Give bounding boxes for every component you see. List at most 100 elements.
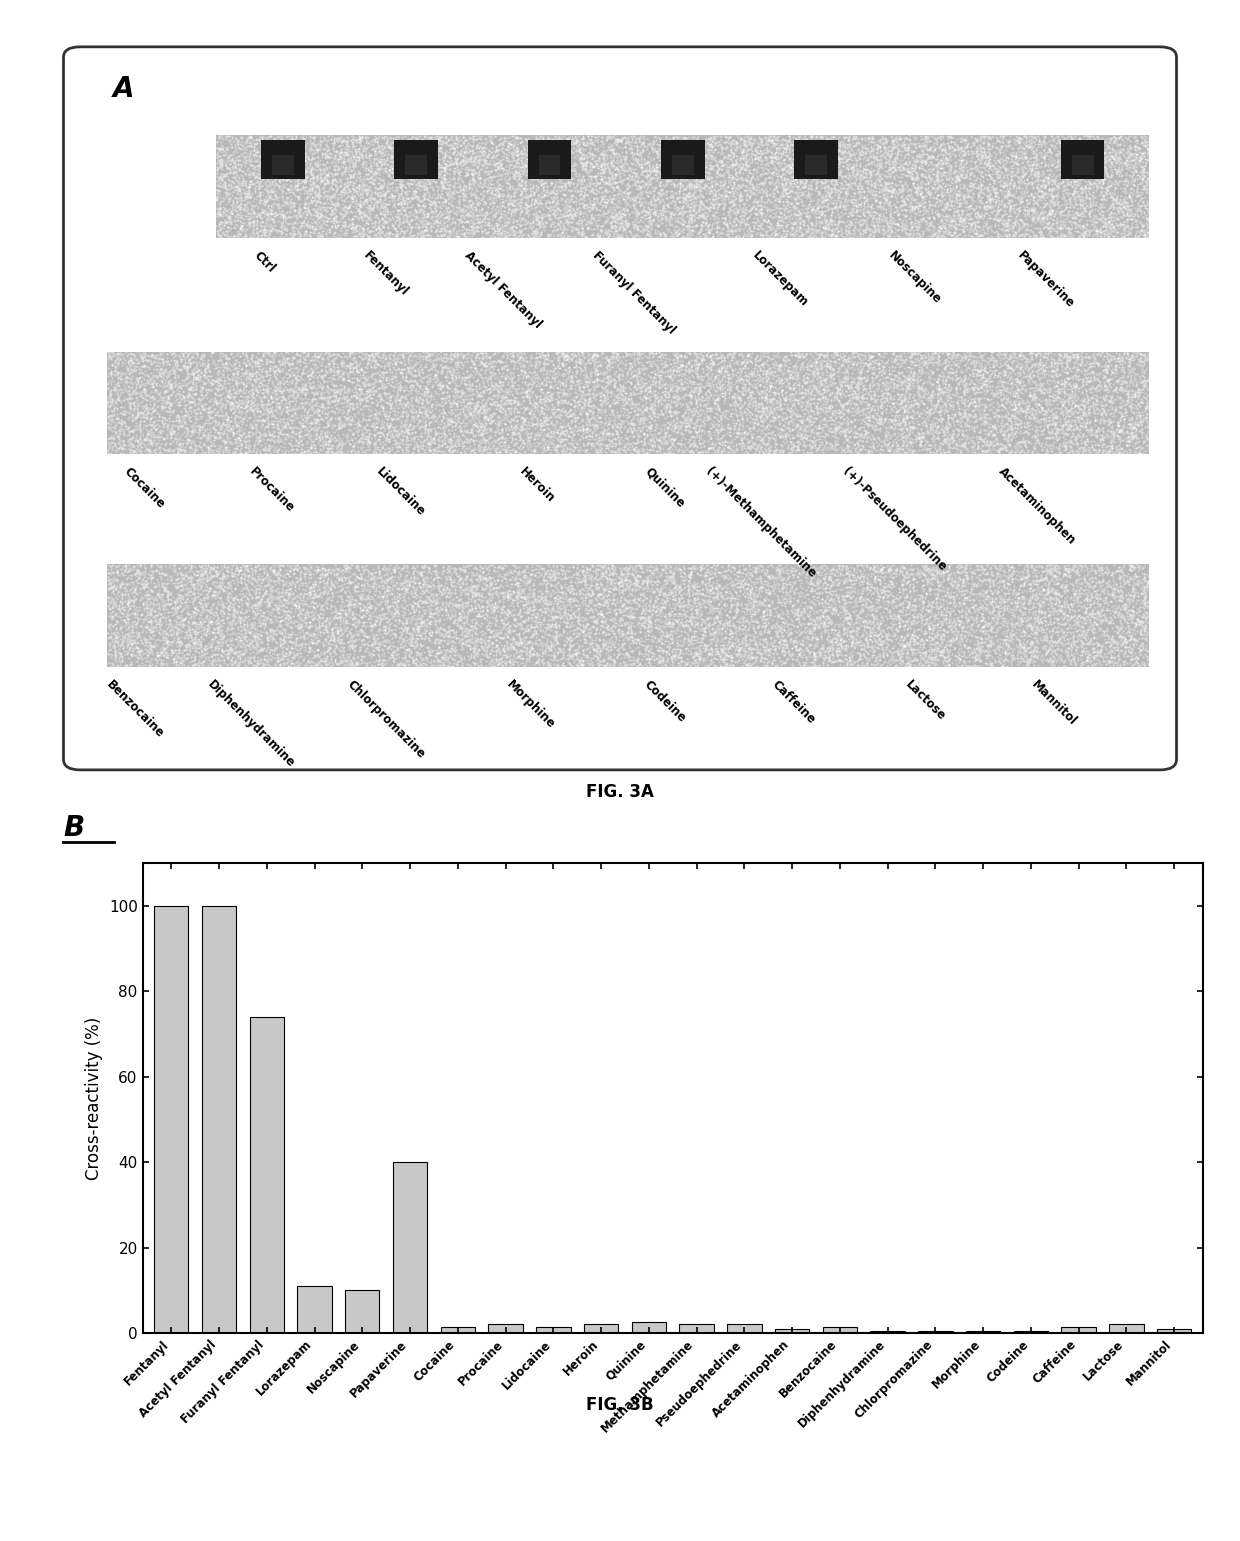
Point	[598, 149, 618, 174]
Point	[316, 640, 336, 664]
Point	[454, 438, 474, 462]
Point	[603, 171, 622, 196]
Point	[501, 572, 521, 596]
Point	[858, 393, 878, 418]
Point	[756, 162, 776, 186]
Point	[627, 436, 647, 461]
Point	[177, 632, 197, 656]
Point	[472, 422, 492, 447]
Point	[357, 203, 377, 228]
Point	[1079, 153, 1099, 177]
Point	[466, 573, 486, 598]
Point	[120, 438, 140, 462]
Point	[560, 194, 580, 219]
Point	[393, 173, 413, 197]
Point	[1109, 589, 1128, 613]
Point	[952, 345, 972, 370]
Point	[105, 358, 125, 382]
Point	[1132, 219, 1152, 243]
Point	[904, 415, 924, 439]
Point	[972, 603, 992, 627]
Point	[343, 354, 363, 379]
Point	[277, 636, 296, 661]
Point	[770, 438, 790, 462]
Point	[880, 425, 900, 450]
Point	[1064, 165, 1084, 190]
Point	[806, 647, 826, 672]
Point	[440, 136, 460, 160]
Point	[601, 636, 621, 661]
Point	[684, 208, 704, 233]
Point	[1048, 427, 1068, 452]
Point	[460, 126, 480, 151]
Point	[492, 396, 512, 421]
Point	[1075, 624, 1095, 649]
Point	[538, 203, 558, 228]
Point	[921, 388, 941, 413]
Point	[967, 413, 987, 438]
Point	[340, 649, 360, 673]
Point	[311, 165, 331, 190]
Point	[362, 165, 382, 190]
Point	[766, 149, 786, 174]
Point	[1066, 606, 1086, 630]
Point	[399, 171, 419, 196]
Point	[753, 396, 773, 421]
Point	[570, 627, 590, 652]
Point	[1009, 607, 1029, 632]
Point	[796, 370, 816, 394]
Point	[1117, 419, 1137, 444]
Point	[642, 371, 662, 396]
Point	[1050, 410, 1070, 435]
Point	[709, 431, 729, 456]
Point	[678, 125, 698, 149]
Point	[207, 619, 227, 644]
Point	[512, 173, 532, 197]
Point	[895, 566, 915, 590]
Point	[749, 385, 769, 410]
Point	[207, 202, 227, 227]
Point	[228, 133, 248, 157]
Point	[263, 385, 283, 410]
Point	[105, 391, 125, 416]
Point	[929, 370, 949, 394]
Point	[839, 603, 859, 627]
Point	[642, 165, 662, 190]
Point	[708, 627, 728, 652]
Point	[215, 413, 234, 438]
Point	[718, 157, 738, 182]
Point	[1032, 359, 1052, 384]
Point	[1092, 364, 1112, 388]
Point	[734, 436, 754, 461]
Point	[119, 635, 139, 660]
Point	[490, 553, 510, 578]
Point	[782, 391, 802, 416]
Point	[1058, 416, 1078, 441]
Point	[641, 586, 661, 610]
Point	[811, 168, 831, 193]
Point	[590, 581, 610, 606]
Point	[996, 641, 1016, 666]
Point	[1140, 139, 1159, 163]
Point	[816, 561, 836, 586]
Point	[348, 575, 368, 599]
Point	[703, 616, 723, 641]
Point	[331, 415, 351, 439]
Point	[869, 626, 889, 650]
Point	[580, 388, 600, 413]
Point	[1089, 149, 1109, 174]
Point	[609, 570, 629, 595]
Point	[549, 599, 569, 624]
Point	[689, 396, 709, 421]
Point	[1004, 398, 1024, 422]
Point	[443, 379, 463, 404]
Point	[347, 419, 367, 444]
Point	[796, 203, 816, 228]
Point	[531, 590, 551, 615]
Point	[188, 344, 208, 368]
Point	[1079, 399, 1099, 424]
Point	[937, 359, 957, 384]
Point	[611, 408, 631, 433]
Point	[283, 441, 303, 465]
Point	[345, 593, 365, 618]
